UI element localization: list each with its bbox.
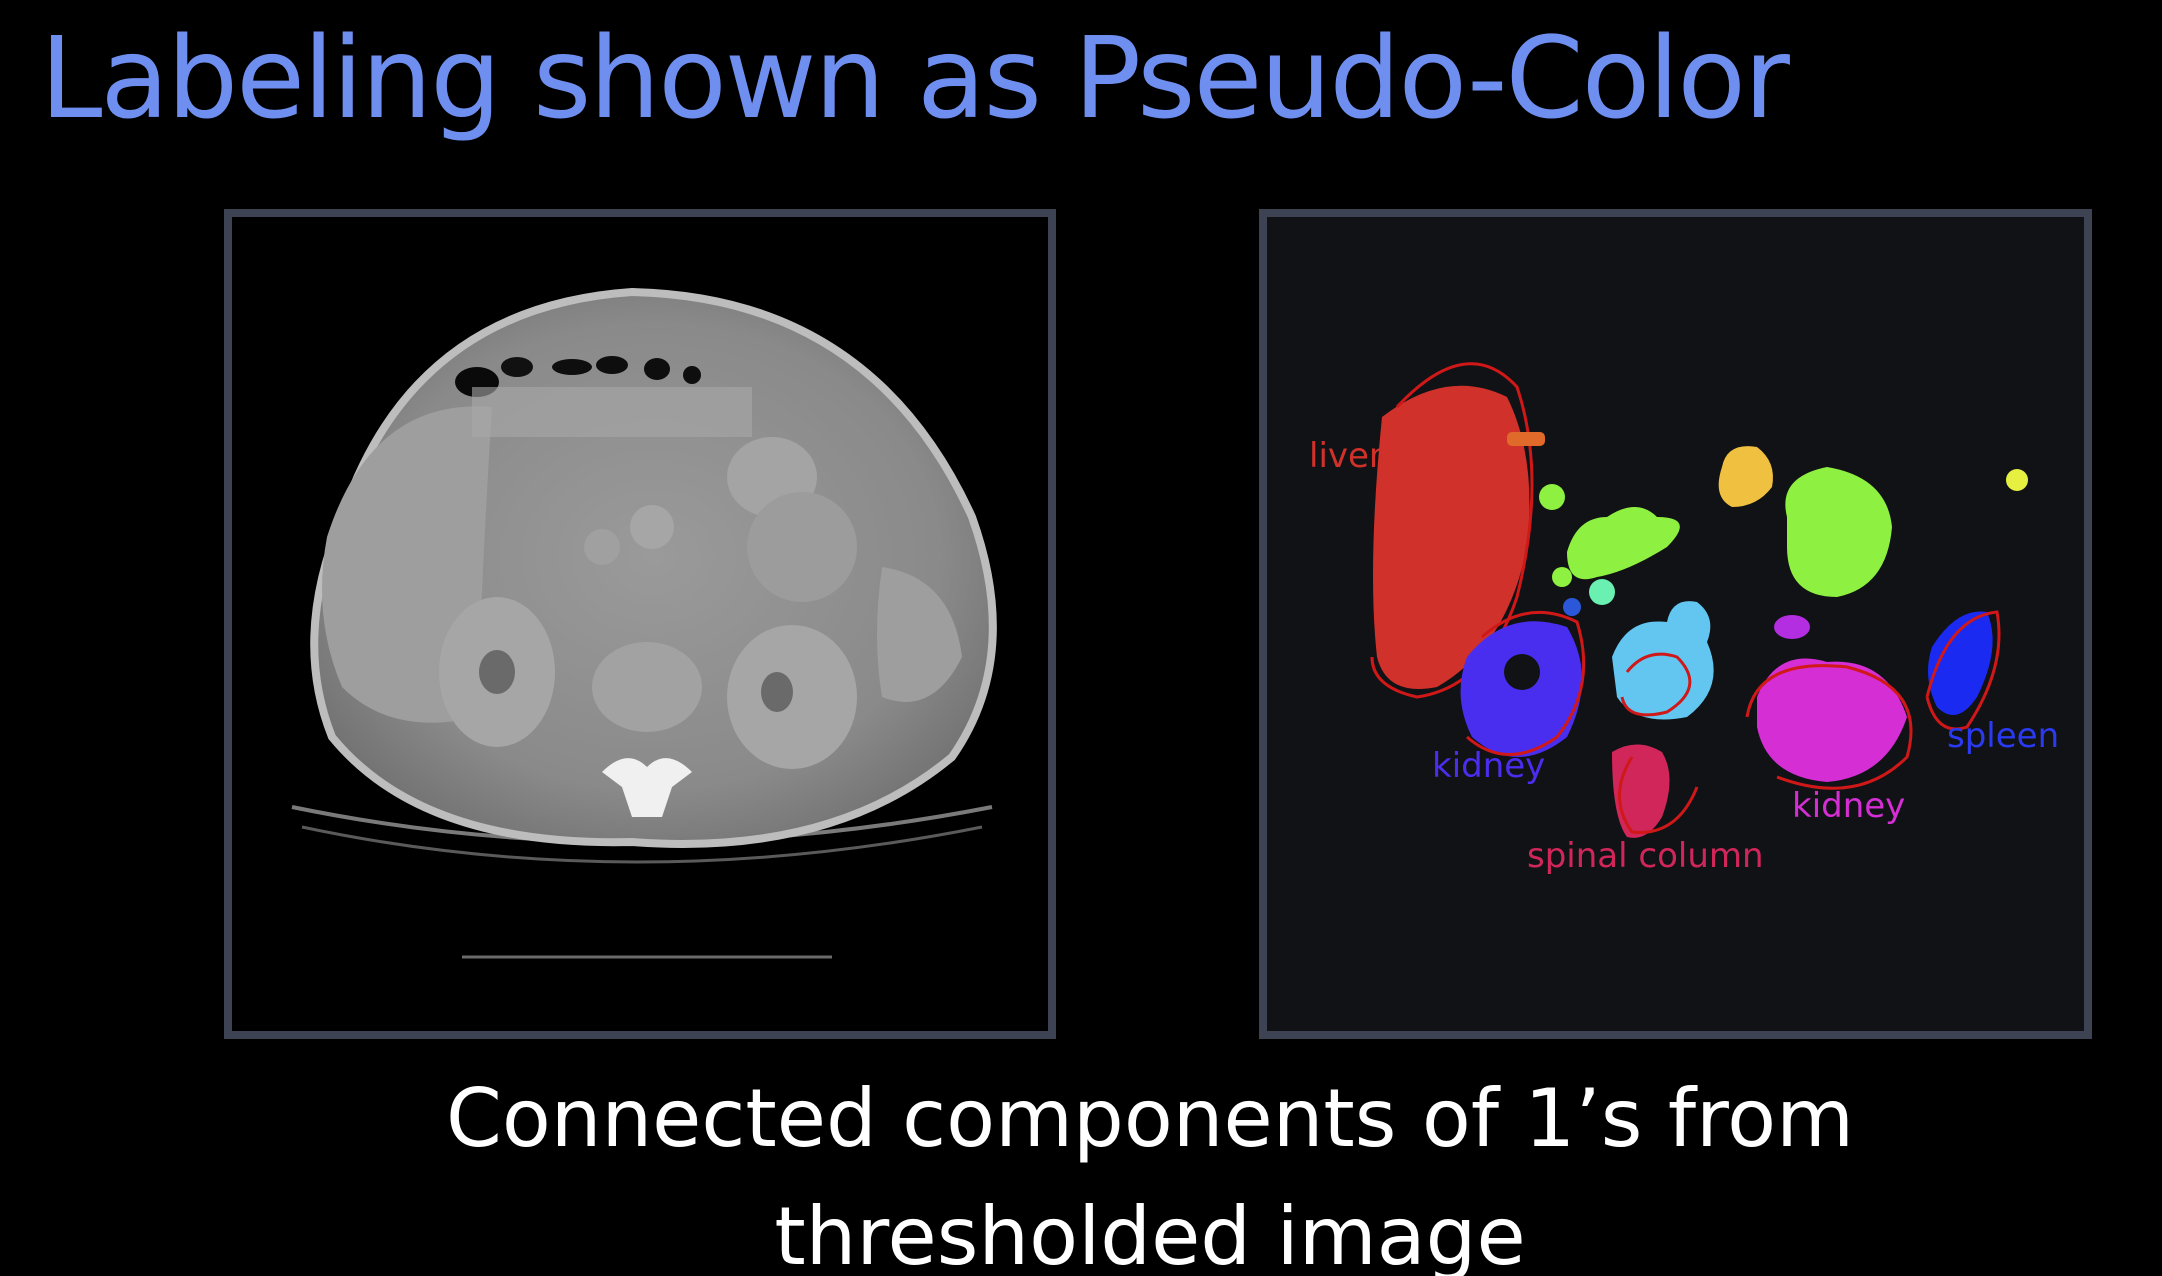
caption-line-1: Connected components of 1’s from — [445, 1072, 1855, 1165]
label-spinal-column: spinal column — [1527, 836, 1764, 876]
label-liver: liver — [1309, 436, 1383, 476]
caption-line-2: thresholded image — [774, 1190, 1526, 1276]
spleen-region — [1928, 611, 1993, 715]
slide-title: Labeling shown as Pseudo-Color — [40, 14, 1790, 144]
label-spleen: spleen — [1947, 716, 2059, 756]
pseudo-color-label-image: liver kidney kidney spinal column spleen — [1259, 209, 2092, 1039]
label-kidney-left: kidney — [1432, 746, 1545, 786]
label-kidney-right: kidney — [1792, 786, 1905, 826]
ct-scan-image — [224, 209, 1056, 1039]
liver-region — [1373, 385, 1530, 689]
slide-caption: Connected components of 1’s from thresho… — [0, 1060, 2162, 1276]
kidney-right-region — [1757, 658, 1907, 782]
